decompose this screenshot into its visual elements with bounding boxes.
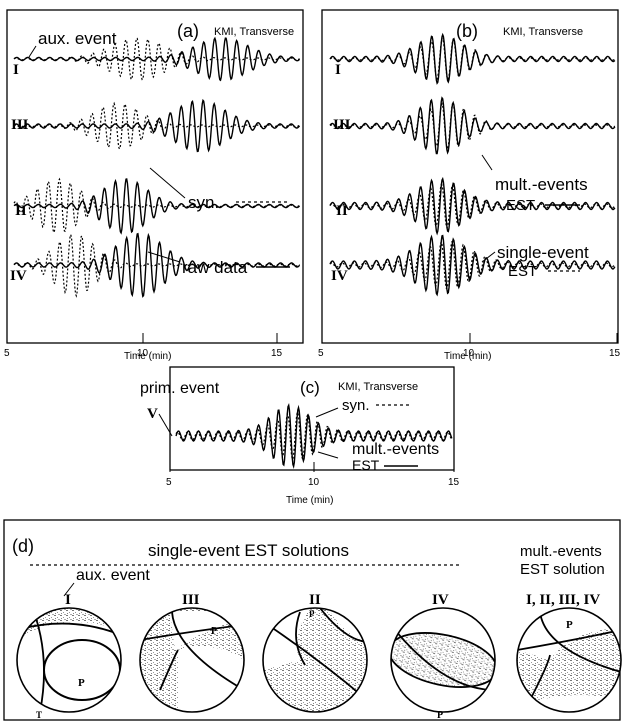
- aux-event-label-d: aux. event: [76, 567, 150, 584]
- raw-pointer: [147, 251, 181, 263]
- trace-b-IV-syn: [329, 240, 616, 290]
- tick-a-5: 5: [4, 348, 10, 359]
- ball-all-p: P: [566, 619, 573, 631]
- trace-a-II-label: II: [15, 203, 27, 219]
- single-pointer: [481, 251, 496, 263]
- ball-label-III: III: [182, 592, 200, 608]
- trace-a-IV: [13, 232, 301, 298]
- syn-label-c: syn.: [342, 397, 370, 414]
- panel-a-label: (a): [177, 21, 199, 41]
- panel-b: (b) KMI, Transverse I III II IV mult.-ev…: [318, 9, 621, 362]
- trace-a-II-syn: [13, 177, 300, 235]
- prim-pointer: [158, 413, 173, 437]
- panel-c-station: KMI, Transverse: [338, 381, 418, 393]
- trace-b-I-label: I: [335, 62, 341, 78]
- trace-b-II-label: II: [336, 203, 348, 219]
- ball-label-II: II: [309, 592, 321, 608]
- tick-c-10: 10: [308, 477, 320, 488]
- focal-mechanism-III: P: [139, 607, 245, 713]
- focal-mechanism-I: P T: [16, 607, 122, 720]
- mult-header-2: EST solution: [520, 561, 605, 578]
- trace-b-II-syn: [329, 183, 616, 230]
- tick-a-10: 10: [137, 348, 149, 359]
- mult-pointer: [481, 154, 493, 171]
- tick-c-5: 5: [166, 477, 172, 488]
- tick-c-15: 15: [448, 477, 460, 488]
- tick-b-5: 5: [318, 348, 324, 359]
- mult-events-label: mult.-events: [495, 175, 588, 194]
- trace-a-I: [13, 36, 301, 82]
- ball-I-t: T: [36, 710, 42, 720]
- xlabel-b: Time (min): [444, 351, 491, 362]
- panel-d: (d) single-event EST solutions mult.-eve…: [3, 519, 622, 721]
- syn-label-a: syn.: [188, 193, 219, 212]
- ball-label-all: I, II, III, IV: [526, 592, 600, 608]
- syn-pointer-c: [315, 407, 339, 418]
- raw-data-label: raw data: [182, 258, 248, 277]
- panel-d-label: (d): [12, 536, 34, 556]
- panel-b-label: (b): [456, 21, 478, 41]
- trace-b-II: [329, 176, 616, 236]
- trace-b-IV-label: IV: [331, 268, 348, 284]
- trace-b-III-syn: [329, 102, 616, 150]
- trace-c-V-syn: [175, 411, 453, 461]
- trace-a-IV-syn: [13, 232, 300, 298]
- single-event-label: single-event: [497, 243, 589, 262]
- axis-b: 5 10 15 Time (min): [318, 333, 621, 362]
- trace-a-I-label: I: [13, 62, 19, 78]
- trace-b-IV: [329, 234, 616, 297]
- axis-c: 5 10 15 Time (min): [166, 462, 460, 506]
- trace-a-IV-label: IV: [10, 268, 27, 284]
- ball-label-I: I: [65, 592, 71, 608]
- ball-IV-p: P: [437, 710, 443, 721]
- axis-a: 5 10 15 Time (min): [4, 333, 283, 362]
- ball-III-p: P: [211, 626, 217, 637]
- panel-a-frame: [6, 9, 304, 344]
- panel-c: prim. event V (c) KMI, Transverse syn. m…: [140, 366, 460, 506]
- single-header: single-event EST solutions: [148, 541, 349, 560]
- trace-b-III: [329, 96, 616, 155]
- trace-a-I-syn: [13, 37, 300, 81]
- panel-a: (a) KMI, Transverse aux. event I III II …: [4, 9, 304, 362]
- aux-event-label: aux. event: [38, 29, 117, 48]
- mult-events-label-c: mult.-events: [352, 441, 439, 458]
- trace-a-III-label: III: [11, 117, 29, 133]
- panel-a-station: KMI, Transverse: [214, 26, 294, 38]
- tick-a-15: 15: [271, 348, 283, 359]
- ball-I-p: P: [78, 677, 85, 689]
- tick-b-15: 15: [609, 348, 621, 359]
- aux-pointer-d: [63, 582, 75, 597]
- tick-b-10: 10: [463, 348, 475, 359]
- mult-est-label: EST: [506, 197, 535, 214]
- xlabel-a: Time (min): [124, 351, 171, 362]
- aux-event-pointer: [28, 45, 37, 58]
- single-est-label: EST: [508, 263, 537, 280]
- prim-event-label: prim. event: [140, 380, 220, 397]
- panel-b-station: KMI, Transverse: [503, 26, 583, 38]
- panel-c-label: (c): [300, 378, 320, 397]
- ball-label-IV: IV: [432, 592, 449, 608]
- focal-mechanism-II: P: [262, 607, 368, 713]
- ball-II-p: P: [309, 609, 315, 619]
- panel-d-frame: [3, 519, 621, 721]
- trace-a-III: [13, 98, 301, 153]
- est-label-c: EST: [352, 457, 380, 473]
- trace-a-III-syn: [13, 101, 300, 150]
- focal-mechanism-all: P: [516, 607, 622, 713]
- syn-pointer: [149, 167, 186, 199]
- mult-header-1: mult.-events: [520, 543, 602, 560]
- xlabel-c: Time (min): [286, 495, 333, 506]
- mult-pointer-c: [317, 451, 339, 459]
- panel-c-frame: [169, 366, 455, 471]
- focal-mechanism-IV: P: [390, 607, 496, 721]
- trace-c-V-label: V: [147, 406, 158, 422]
